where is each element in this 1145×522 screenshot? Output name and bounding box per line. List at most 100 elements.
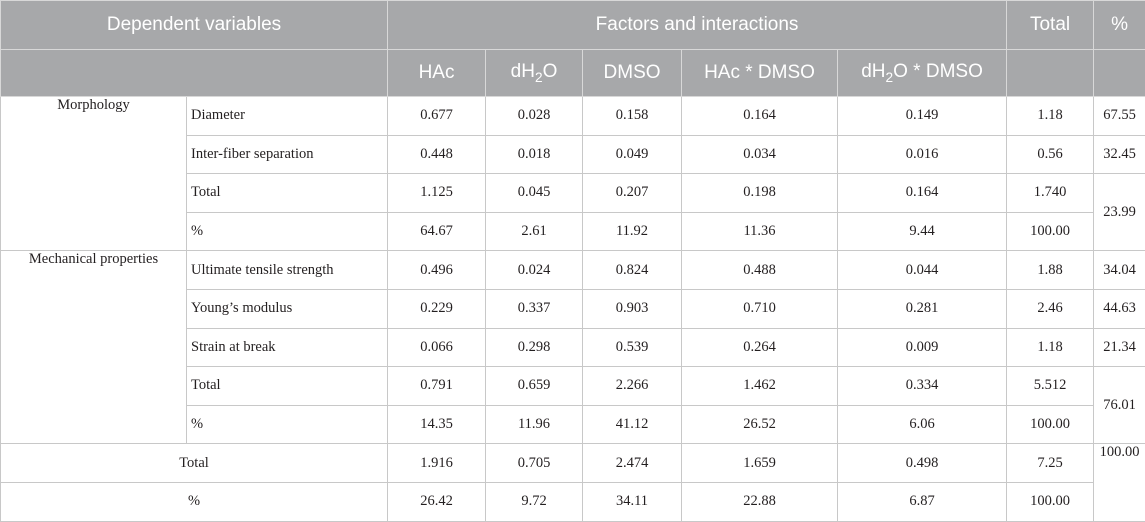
cell: 0.164 xyxy=(682,97,838,136)
row-label: % xyxy=(187,212,388,251)
cell-total: 1.740 xyxy=(1007,174,1094,213)
cell: 14.35 xyxy=(388,405,486,444)
cell: 0.710 xyxy=(682,289,838,328)
cell: 0.448 xyxy=(388,135,486,174)
cell: 0.264 xyxy=(682,328,838,367)
cell-total: 100.00 xyxy=(1007,212,1094,251)
cell: 0.009 xyxy=(838,328,1007,367)
cell-total: 5.512 xyxy=(1007,367,1094,406)
cell: 0.207 xyxy=(583,174,682,213)
cell: 0.539 xyxy=(583,328,682,367)
cell-total: 1.18 xyxy=(1007,328,1094,367)
cell: 34.11 xyxy=(583,482,682,521)
table-row: Morphology Diameter 0.677 0.028 0.158 0.… xyxy=(1,97,1145,136)
cell-percent: 23.99 xyxy=(1094,174,1145,251)
header-dependent-variables: Dependent variables xyxy=(1,1,388,50)
cell-percent: 100.00 xyxy=(1094,444,1145,521)
cell: 1.462 xyxy=(682,367,838,406)
cell-total: 1.88 xyxy=(1007,251,1094,290)
cell-total: 0.56 xyxy=(1007,135,1094,174)
cell: 11.96 xyxy=(486,405,583,444)
cell-percent: 32.45 xyxy=(1094,135,1145,174)
header-factor-dmso: DMSO xyxy=(583,50,682,97)
cell: 11.36 xyxy=(682,212,838,251)
cell: 0.034 xyxy=(682,135,838,174)
cell: 0.281 xyxy=(838,289,1007,328)
cell-total: 100.00 xyxy=(1007,405,1094,444)
cell: 0.903 xyxy=(583,289,682,328)
cell-percent: 76.01 xyxy=(1094,367,1145,444)
cell: 0.677 xyxy=(388,97,486,136)
header-factors-and-interactions: Factors and interactions xyxy=(388,1,1007,50)
cell: 1.125 xyxy=(388,174,486,213)
cell: 9.44 xyxy=(838,212,1007,251)
cell: 0.066 xyxy=(388,328,486,367)
header-percent: % xyxy=(1094,1,1145,50)
cell: 41.12 xyxy=(583,405,682,444)
group-mechanical-properties: Mechanical properties xyxy=(1,251,187,444)
header-factor-hac-dmso: HAc * DMSO xyxy=(682,50,838,97)
cell: 0.824 xyxy=(583,251,682,290)
row-label: Young’s modulus xyxy=(187,289,388,328)
cell: 0.659 xyxy=(486,367,583,406)
cell: 22.88 xyxy=(682,482,838,521)
header-factor-dh2o: dH2O xyxy=(486,50,583,97)
header-total: Total xyxy=(1007,1,1094,50)
cell: 2.474 xyxy=(583,444,682,483)
cell: 0.045 xyxy=(486,174,583,213)
header-factor-dh2o-dmso: dH2O * DMSO xyxy=(838,50,1007,97)
cell: 26.42 xyxy=(388,482,486,521)
table-row: Total 1.916 0.705 2.474 1.659 0.498 7.25… xyxy=(1,444,1145,483)
cell: 1.659 xyxy=(682,444,838,483)
cell: 0.791 xyxy=(388,367,486,406)
table-row: % 26.42 9.72 34.11 22.88 6.87 100.00 xyxy=(1,482,1145,521)
cell: 0.028 xyxy=(486,97,583,136)
cell-percent: 67.55 xyxy=(1094,97,1145,136)
header-empty xyxy=(1007,50,1094,97)
cell-percent: 34.04 xyxy=(1094,251,1145,290)
cell: 6.06 xyxy=(838,405,1007,444)
cell-total: 1.18 xyxy=(1007,97,1094,136)
cell-percent: 21.34 xyxy=(1094,328,1145,367)
cell: 2.266 xyxy=(583,367,682,406)
cell: 0.016 xyxy=(838,135,1007,174)
cell: 1.916 xyxy=(388,444,486,483)
header-empty xyxy=(1094,50,1145,97)
cell-percent: 44.63 xyxy=(1094,289,1145,328)
row-label: Inter-fiber separation xyxy=(187,135,388,174)
cell: 0.018 xyxy=(486,135,583,174)
header-empty xyxy=(1,50,388,97)
cell: 0.024 xyxy=(486,251,583,290)
table-row: Mechanical properties Ultimate tensile s… xyxy=(1,251,1145,290)
cell-total: 7.25 xyxy=(1007,444,1094,483)
row-label: Ultimate tensile strength xyxy=(187,251,388,290)
row-label: Diameter xyxy=(187,97,388,136)
row-label: Total xyxy=(187,174,388,213)
row-label: % xyxy=(187,405,388,444)
cell: 64.67 xyxy=(388,212,486,251)
row-label-grand-percent: % xyxy=(1,482,388,521)
cell: 0.334 xyxy=(838,367,1007,406)
cell: 0.705 xyxy=(486,444,583,483)
cell: 0.337 xyxy=(486,289,583,328)
cell-total: 2.46 xyxy=(1007,289,1094,328)
cell: 0.496 xyxy=(388,251,486,290)
cell: 0.044 xyxy=(838,251,1007,290)
cell: 6.87 xyxy=(838,482,1007,521)
cell: 0.298 xyxy=(486,328,583,367)
cell: 9.72 xyxy=(486,482,583,521)
cell: 0.049 xyxy=(583,135,682,174)
row-label: Strain at break xyxy=(187,328,388,367)
header-factor-hac: HAc xyxy=(388,50,486,97)
cell: 0.498 xyxy=(838,444,1007,483)
cell: 0.488 xyxy=(682,251,838,290)
cell: 26.52 xyxy=(682,405,838,444)
group-morphology: Morphology xyxy=(1,97,187,251)
cell: 0.164 xyxy=(838,174,1007,213)
cell: 11.92 xyxy=(583,212,682,251)
cell: 0.198 xyxy=(682,174,838,213)
row-label-grand-total: Total xyxy=(1,444,388,483)
cell: 2.61 xyxy=(486,212,583,251)
row-label: Total xyxy=(187,367,388,406)
